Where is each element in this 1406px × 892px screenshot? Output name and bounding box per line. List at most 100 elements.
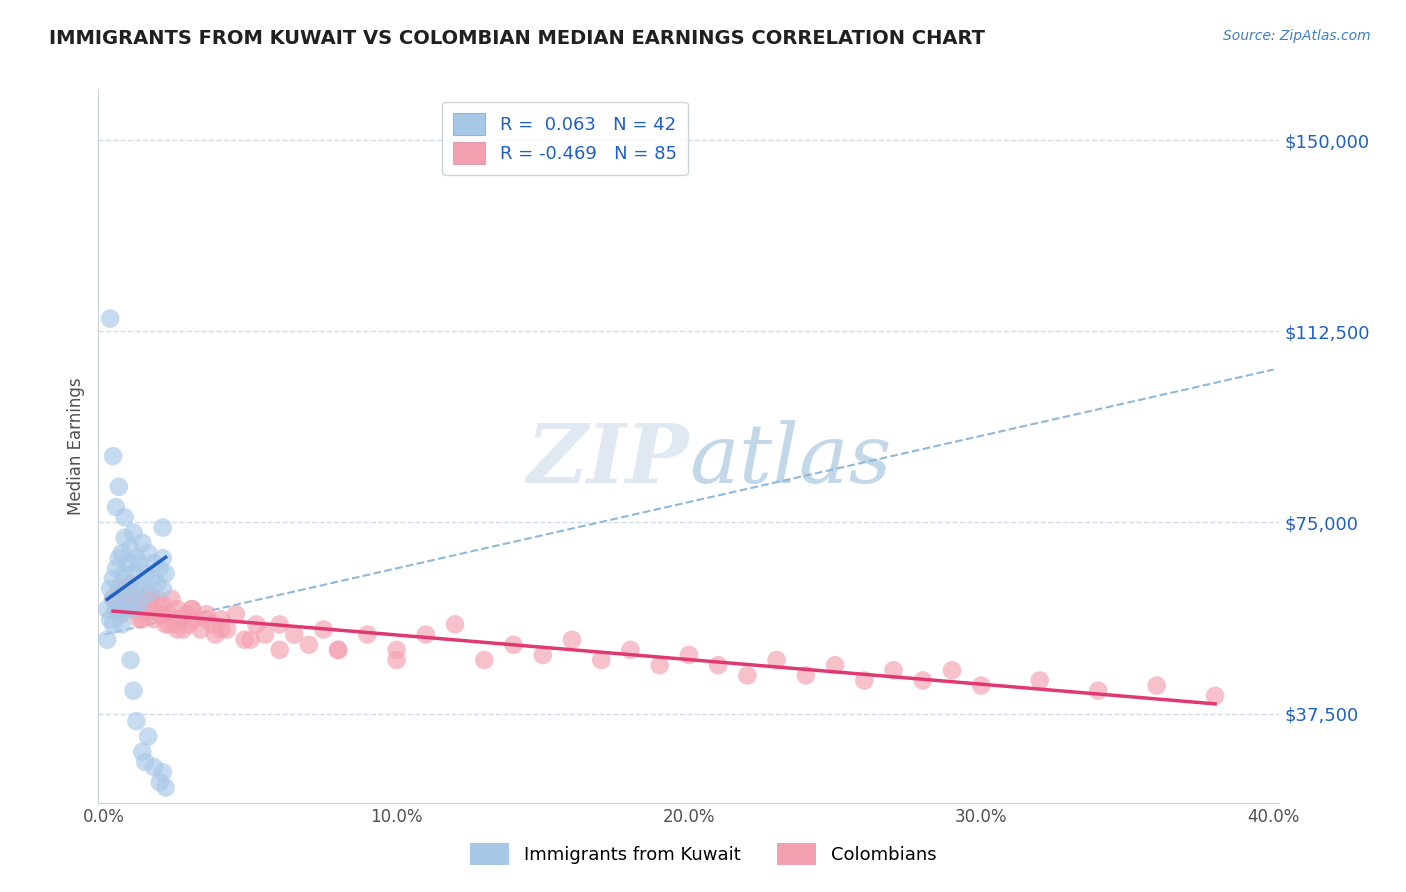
Point xyxy=(125,714,148,729)
Point xyxy=(326,643,349,657)
Point xyxy=(111,546,134,560)
Point xyxy=(114,566,136,581)
Point xyxy=(163,617,186,632)
Point xyxy=(472,653,495,667)
Point xyxy=(111,576,134,591)
Text: atlas: atlas xyxy=(689,420,891,500)
Point xyxy=(122,683,145,698)
Point xyxy=(108,480,131,494)
Text: ZIP: ZIP xyxy=(526,420,689,500)
Point xyxy=(195,612,218,626)
Point xyxy=(120,653,142,667)
Point xyxy=(136,587,159,601)
Point xyxy=(117,597,139,611)
Point xyxy=(233,632,256,647)
Point xyxy=(136,730,159,744)
Point xyxy=(125,582,148,596)
Point xyxy=(794,668,817,682)
Point xyxy=(108,551,131,566)
Point xyxy=(166,623,188,637)
Point xyxy=(152,582,174,596)
Point xyxy=(114,510,136,524)
Point xyxy=(152,551,174,566)
Point xyxy=(146,591,169,606)
Point xyxy=(707,658,730,673)
Point xyxy=(134,755,156,769)
Point xyxy=(120,582,142,596)
Point xyxy=(678,648,700,662)
Point xyxy=(120,576,142,591)
Point xyxy=(209,623,232,637)
Point xyxy=(883,663,905,677)
Point xyxy=(502,638,524,652)
Point xyxy=(134,566,156,581)
Point xyxy=(122,566,145,581)
Point xyxy=(98,582,121,596)
Point xyxy=(128,556,150,570)
Point xyxy=(166,602,188,616)
Point xyxy=(1204,689,1226,703)
Point xyxy=(128,612,150,626)
Point xyxy=(201,617,224,632)
Point xyxy=(591,653,613,667)
Point xyxy=(385,643,408,657)
Point xyxy=(209,612,232,626)
Point xyxy=(181,602,204,616)
Point xyxy=(172,623,194,637)
Point xyxy=(174,607,197,622)
Point xyxy=(149,607,172,622)
Point xyxy=(125,602,148,616)
Point xyxy=(169,612,191,626)
Point xyxy=(131,536,153,550)
Legend: Immigrants from Kuwait, Colombians: Immigrants from Kuwait, Colombians xyxy=(461,834,945,874)
Point xyxy=(101,449,124,463)
Text: Source: ZipAtlas.com: Source: ZipAtlas.com xyxy=(1223,29,1371,43)
Point xyxy=(136,587,159,601)
Point xyxy=(561,632,583,647)
Point xyxy=(152,597,174,611)
Point xyxy=(104,561,127,575)
Point xyxy=(269,617,291,632)
Point xyxy=(122,525,145,540)
Point xyxy=(131,745,153,759)
Point xyxy=(108,607,131,622)
Point xyxy=(96,632,118,647)
Point xyxy=(356,627,378,641)
Point xyxy=(101,591,124,606)
Point xyxy=(824,658,846,673)
Point xyxy=(131,597,153,611)
Point xyxy=(139,591,162,606)
Point xyxy=(143,760,166,774)
Point xyxy=(122,602,145,616)
Point xyxy=(101,591,124,606)
Point xyxy=(149,607,172,622)
Point xyxy=(114,531,136,545)
Point xyxy=(157,607,180,622)
Point xyxy=(152,520,174,534)
Point xyxy=(104,602,127,616)
Point xyxy=(152,765,174,780)
Y-axis label: Median Earnings: Median Earnings xyxy=(66,377,84,515)
Point xyxy=(239,632,262,647)
Point xyxy=(385,653,408,667)
Point xyxy=(298,638,321,652)
Point xyxy=(737,668,759,682)
Point xyxy=(131,576,153,591)
Point xyxy=(136,546,159,560)
Point xyxy=(108,582,131,596)
Point xyxy=(117,591,139,606)
Point xyxy=(181,602,204,616)
Point xyxy=(96,602,118,616)
Point xyxy=(312,623,335,637)
Point xyxy=(444,617,467,632)
Point xyxy=(146,576,169,591)
Point xyxy=(114,587,136,601)
Point xyxy=(143,556,166,570)
Point xyxy=(283,627,305,641)
Point xyxy=(184,612,207,626)
Point xyxy=(970,679,993,693)
Point xyxy=(149,775,172,789)
Legend: R =  0.063   N = 42, R = -0.469   N = 85: R = 0.063 N = 42, R = -0.469 N = 85 xyxy=(441,102,688,175)
Point xyxy=(155,566,177,581)
Point xyxy=(415,627,437,641)
